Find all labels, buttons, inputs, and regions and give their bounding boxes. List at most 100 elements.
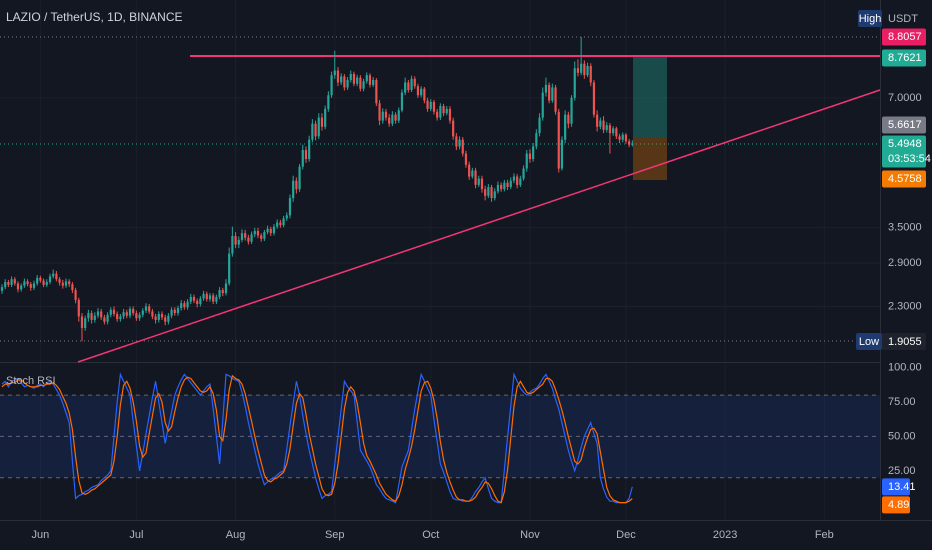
- candle-body: [468, 164, 471, 177]
- candle-body: [605, 125, 608, 130]
- candle-body: [173, 309, 176, 314]
- candle-body: [436, 111, 439, 118]
- candle-body: [282, 218, 285, 226]
- candle-body: [135, 313, 138, 319]
- price-badge: [882, 49, 926, 67]
- candle-body: [516, 176, 519, 185]
- candle-body: [509, 180, 512, 188]
- price-badge-text: 4.5758: [888, 173, 922, 185]
- candle-body: [253, 231, 256, 235]
- candle-body: [0, 287, 4, 291]
- candle-body: [445, 108, 448, 114]
- candle-body: [52, 273, 55, 277]
- candle-body: [567, 114, 570, 124]
- candle-body: [55, 273, 58, 280]
- candle-body: [615, 128, 618, 137]
- value-badge: [882, 478, 910, 496]
- candle-body: [384, 111, 388, 118]
- candle-body: [404, 82, 407, 93]
- price-badge: [882, 28, 926, 46]
- candle-body: [189, 296, 192, 302]
- y-tick-label: 75.00: [888, 396, 916, 408]
- candle-body: [624, 134, 628, 142]
- candle-body: [631, 143, 634, 145]
- candle-body: [100, 311, 103, 318]
- candle-body: [301, 150, 304, 167]
- candle-body: [391, 114, 394, 124]
- marks: [0, 36, 634, 504]
- candle-body: [292, 180, 295, 199]
- candle-body: [525, 153, 528, 169]
- candle-body: [621, 134, 624, 140]
- candle-body: [260, 235, 263, 239]
- candle-body: [458, 139, 461, 147]
- candle-body: [628, 141, 631, 145]
- candle-body: [74, 290, 77, 301]
- axis-labels: Jun Jul Aug Sep Oct Nov Dec 2023 Feb 7.0000 3.5000…: [32, 28, 931, 541]
- high-label: High: [859, 13, 882, 25]
- candle-body: [269, 228, 272, 234]
- candle-body: [349, 74, 352, 81]
- candle-body: [512, 176, 516, 181]
- candle-body: [263, 232, 266, 239]
- candle-body: [410, 78, 413, 90]
- x-tick-label: Jul: [129, 529, 143, 541]
- candle-body: [320, 117, 324, 127]
- currency-label: USDT: [888, 13, 918, 25]
- stoch-line: [1, 374, 633, 504]
- low-value: 1.9055: [888, 336, 922, 348]
- candle-body: [413, 78, 416, 87]
- candle-body: [340, 76, 343, 83]
- candle-body: [247, 237, 250, 242]
- candle-body: [96, 311, 100, 316]
- candle-body: [378, 103, 381, 121]
- candle-body: [586, 65, 589, 76]
- candle-body: [157, 313, 160, 320]
- candle-body: [36, 277, 39, 284]
- candle-body: [23, 281, 26, 286]
- candle-body: [109, 309, 112, 315]
- candle-body: [564, 114, 567, 140]
- candle-body: [151, 311, 154, 317]
- x-tick-label: Nov: [520, 529, 540, 541]
- candle-body: [202, 293, 205, 299]
- value-badge-text: 13.41: [888, 481, 916, 493]
- indicator-title: Stoch RSI: [6, 375, 56, 387]
- candle-body: [215, 296, 218, 302]
- candle-body: [64, 281, 68, 286]
- candle-body: [429, 101, 432, 109]
- x-tick-label: Dec: [616, 529, 636, 541]
- candle-body: [237, 239, 240, 245]
- candle-body: [570, 97, 573, 124]
- candle-body: [464, 153, 468, 165]
- candle-body: [116, 313, 119, 320]
- candle-body: [455, 136, 458, 147]
- price-badge-text: 8.8057: [888, 31, 922, 43]
- value-badge: [882, 496, 910, 514]
- price-badge: [882, 170, 926, 188]
- candle-body: [13, 279, 16, 284]
- candle-body: [285, 215, 288, 219]
- x-tick-label: Aug: [226, 529, 246, 541]
- candle-body: [192, 296, 196, 301]
- candle-body: [167, 315, 170, 322]
- candle-body: [144, 306, 148, 311]
- candle-body: [87, 313, 90, 319]
- candle-body: [580, 63, 583, 73]
- candle-body: [471, 170, 474, 177]
- candle-body: [231, 235, 234, 254]
- candle-body: [119, 316, 122, 320]
- x-tick-label: Jun: [32, 529, 50, 541]
- candle-body: [474, 170, 477, 185]
- price-badge: [882, 116, 926, 134]
- candle-body: [544, 84, 548, 93]
- candle-body: [599, 120, 602, 127]
- y-tick-label: 3.5000: [888, 222, 922, 234]
- candle-body: [420, 88, 423, 96]
- candle-body: [42, 280, 45, 285]
- candle-body: [397, 110, 400, 121]
- candle-body: [528, 153, 532, 160]
- position-stop-zone: [633, 138, 667, 180]
- candle-body: [324, 108, 327, 127]
- candle-body: [496, 184, 500, 192]
